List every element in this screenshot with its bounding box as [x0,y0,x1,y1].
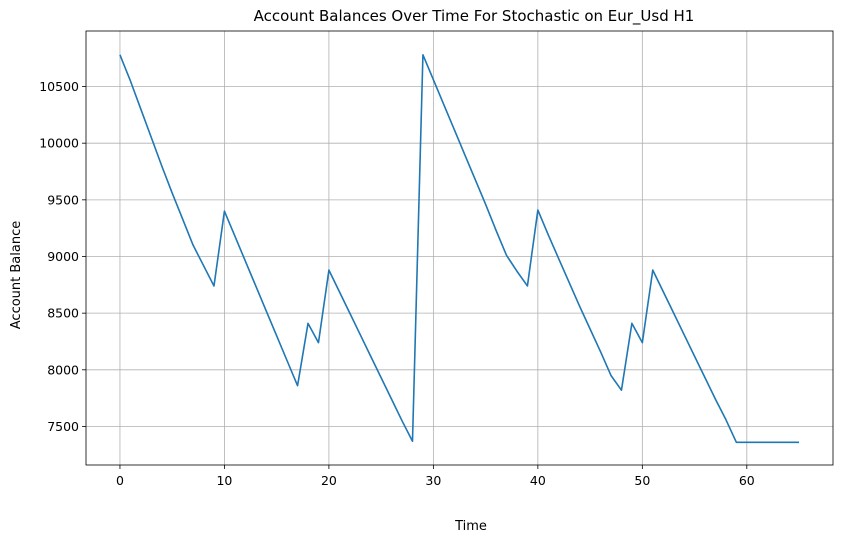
y-tick-label: 8500 [47,306,79,321]
line-layer [119,53,800,444]
x-axis-label: Time [454,519,487,534]
tick-layer: 0 10 20 30 40 50 60 7500 8000 8500 9000 9500 10000 10… [39,79,755,488]
x-tick-label: 60 [739,473,755,488]
y-tick-label: 10500 [39,79,79,94]
x-tick-label: 20 [321,473,337,488]
x-tick-label: 0 [116,473,124,488]
y-tick-label: 10000 [39,136,79,151]
y-tick-label: 9500 [47,192,79,207]
grid-layer [86,31,833,465]
y-axis-label: Account Balance [9,221,24,329]
x-tick-label: 40 [530,473,546,488]
balance-line [119,53,800,444]
x-tick-label: 30 [425,473,441,488]
x-tick-label: 10 [216,473,232,488]
x-tick-label: 50 [634,473,650,488]
y-tick-label: 7500 [47,419,79,434]
chart-title: Account Balances Over Time For Stochasti… [254,7,695,26]
y-tick-label: 9000 [47,249,79,264]
plot-frame [85,30,834,466]
y-tick-label: 8000 [47,362,79,377]
